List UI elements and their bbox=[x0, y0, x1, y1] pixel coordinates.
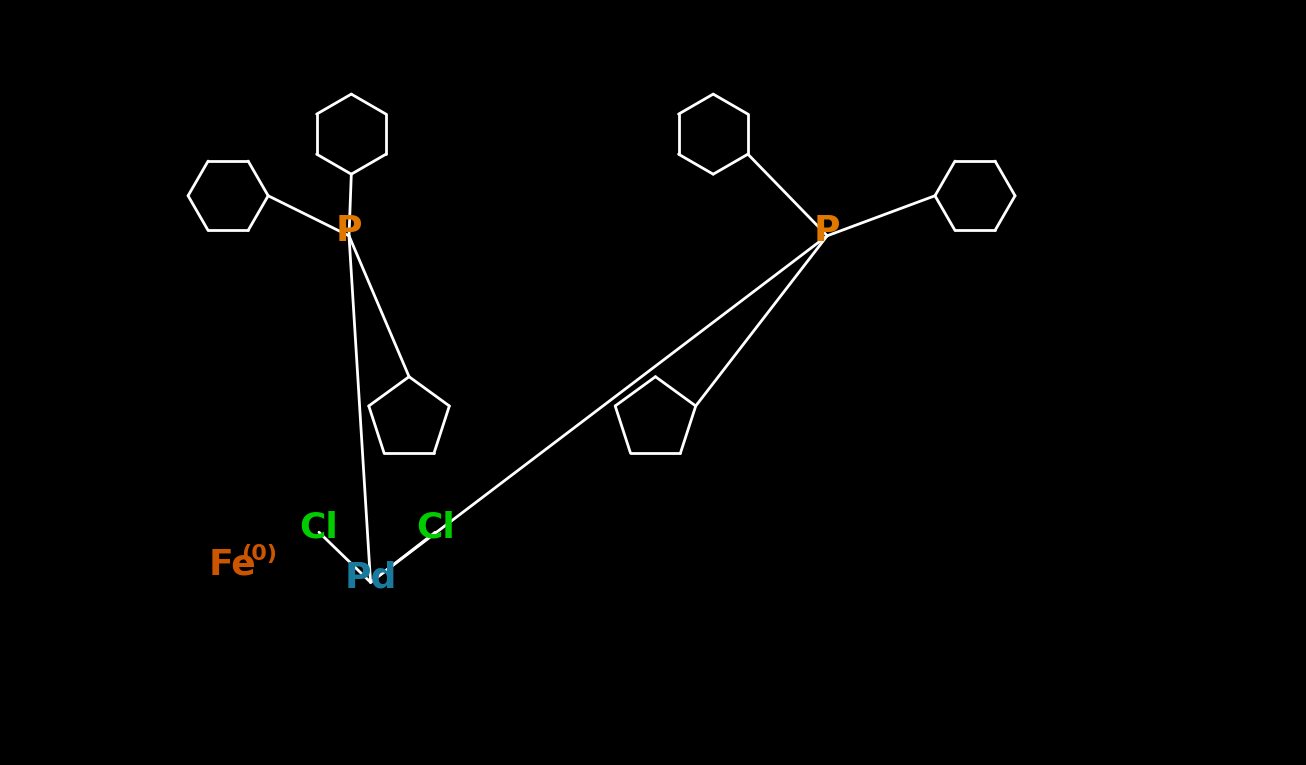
Text: P: P bbox=[814, 214, 841, 248]
Text: Fe: Fe bbox=[209, 548, 256, 581]
Text: P: P bbox=[336, 214, 362, 248]
Text: Cl: Cl bbox=[415, 510, 454, 545]
Text: Cl: Cl bbox=[299, 510, 338, 545]
Text: (0): (0) bbox=[242, 544, 277, 564]
Text: Pd: Pd bbox=[345, 561, 397, 594]
